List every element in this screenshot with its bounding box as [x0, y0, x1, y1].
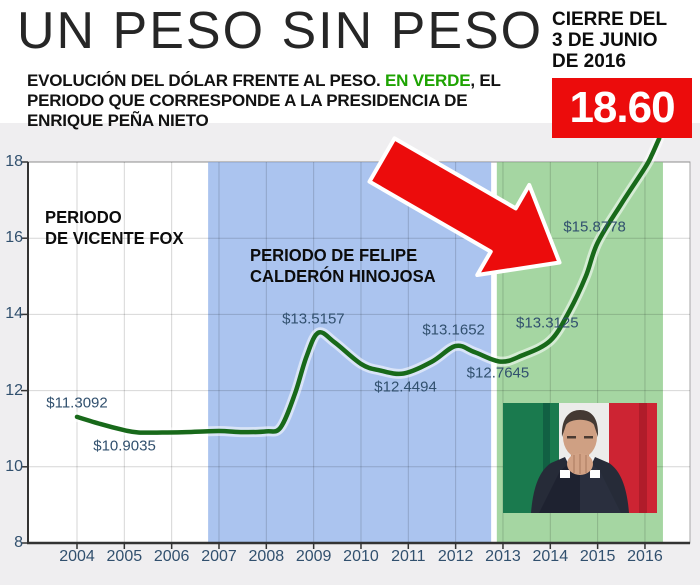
x-tick-label: 2008: [248, 548, 285, 565]
calderon-period-label: PERIODO DE FELIPE CALDERÓN HINOJOSA: [250, 245, 436, 286]
subtitle-text: , EL PERIODO QUE CORRESPONDE A LA PRESID…: [27, 71, 501, 130]
hair: [561, 410, 599, 437]
x-tick-label: 2010: [343, 548, 379, 565]
face: [563, 416, 597, 458]
closing-value-badge: 18.60: [552, 78, 692, 138]
pena-nieto-photo: [503, 403, 657, 513]
cuff: [560, 470, 570, 478]
x-tick-label: 2005: [106, 548, 143, 565]
eyebrow: [567, 436, 576, 439]
x-tick-label: 2006: [153, 548, 190, 565]
x-tick-label: 2009: [295, 548, 332, 565]
x-tick-label: 2014: [532, 548, 569, 565]
data-point-label: $12.4494: [374, 378, 437, 396]
x-tick-label: 2012: [437, 548, 474, 565]
closing-date-line: CIERRE DEL: [552, 9, 668, 30]
subtitle: EVOLUCIÓN DEL DÓLAR FRENTE AL PESO. EN V…: [27, 71, 543, 131]
flag-fold: [543, 403, 550, 513]
y-tick-label: 16: [5, 229, 23, 247]
data-point-label: $13.1652: [422, 321, 485, 339]
y-tick-label: 14: [5, 305, 23, 323]
fingers: [573, 454, 587, 474]
subtitle-text: EVOLUCIÓN DEL DÓLAR FRENTE AL PESO.: [27, 71, 386, 90]
closing-date: CIERRE DEL 3 DE JUNIO DE 2016: [552, 9, 667, 72]
y-tick-label: 18: [5, 153, 23, 170]
data-point-label: $13.5157: [282, 310, 345, 328]
data-point-label: $13.3125: [516, 314, 579, 332]
y-tick-label: 8: [14, 534, 23, 551]
y-tick-label: 12: [5, 381, 23, 399]
flag-fold: [639, 403, 647, 513]
data-point-label: $12.7645: [466, 364, 530, 382]
x-tick-label: 2011: [391, 548, 426, 565]
exchange-rate-line: [74, 136, 662, 435]
page-title: UN PESO SIN PESO: [17, 2, 544, 60]
x-tick-label: 2007: [201, 548, 237, 565]
closing-date-line: DE 2016: [552, 51, 626, 72]
x-tick-label: 2015: [579, 548, 616, 565]
subtitle-highlight: EN VERDE: [385, 71, 471, 90]
cuff: [590, 470, 600, 478]
data-point-label: $10.9035: [93, 437, 156, 455]
data-point-label: $15.8778: [563, 218, 626, 236]
x-tick-label: 2016: [627, 548, 663, 565]
data-point-label: $11.3092: [46, 394, 108, 412]
fox-period-label: PERIODO DE VICENTE FOX: [45, 207, 184, 248]
red-arrow-icon: [367, 136, 562, 278]
closing-date-line: 3 DE JUNIO: [552, 30, 658, 51]
eyebrow: [584, 436, 593, 439]
x-tick-label: 2013: [485, 548, 521, 565]
x-tick-label: 2004: [59, 548, 95, 565]
gridlines: [28, 161, 690, 543]
axes: [21, 161, 690, 549]
y-tick-label: 10: [5, 457, 23, 475]
